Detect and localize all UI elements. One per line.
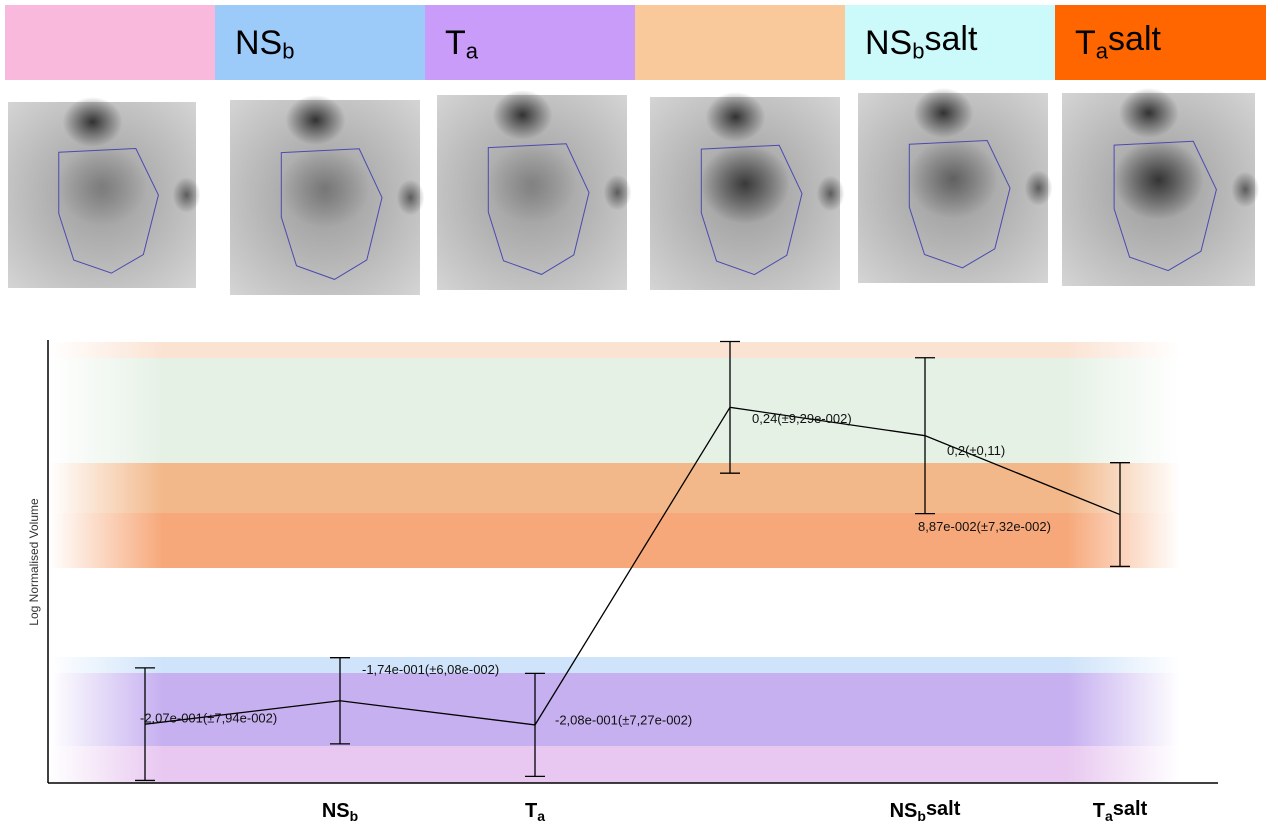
value-label: -1,74e-001(±6,08e-002) xyxy=(362,662,499,677)
figure: NSbTaNSbsaltTasalt Log Normalised Volume… xyxy=(0,0,1270,832)
gel-spot xyxy=(487,143,577,223)
header-cell xyxy=(5,5,216,80)
gel-spot xyxy=(286,95,346,145)
header-cell xyxy=(635,5,846,80)
gel-spot xyxy=(63,97,123,147)
value-label: 0,24(±9,29e-002) xyxy=(752,411,852,426)
gel-spot xyxy=(706,92,766,142)
gel-spot xyxy=(1231,172,1259,208)
gel-spot xyxy=(493,90,553,140)
x-tick-label: NSbsalt xyxy=(890,798,961,823)
gel-spot xyxy=(604,175,632,211)
gel-spot xyxy=(817,176,845,212)
gel-spot xyxy=(57,146,147,226)
value-label: 8,87e-002(±7,32e-002) xyxy=(918,519,1051,534)
value-label: 0,2(±0,11) xyxy=(947,443,1005,458)
gel-spot xyxy=(1114,140,1204,220)
x-tick-label: Ta xyxy=(525,800,545,823)
gel-spot xyxy=(908,139,998,219)
value-label: -2,07e-001(±7,94e-002) xyxy=(140,711,277,726)
value-label: -2,08e-001(±7,27e-002) xyxy=(555,712,692,727)
gel-spot xyxy=(173,177,201,213)
x-tick-label: Tasalt xyxy=(1093,798,1148,823)
gel-images xyxy=(8,88,1259,295)
x-tick-label: NSb xyxy=(322,800,358,823)
gel-spot xyxy=(700,144,790,224)
gel-spot xyxy=(397,180,425,216)
header-label: Tasalt xyxy=(1075,20,1161,64)
gel-spot xyxy=(1119,88,1179,138)
gel-spot xyxy=(914,88,974,138)
y-axis-label: Log Normalised Volume xyxy=(27,498,41,626)
gel-spot xyxy=(280,148,370,228)
gel-spot xyxy=(1025,170,1053,206)
